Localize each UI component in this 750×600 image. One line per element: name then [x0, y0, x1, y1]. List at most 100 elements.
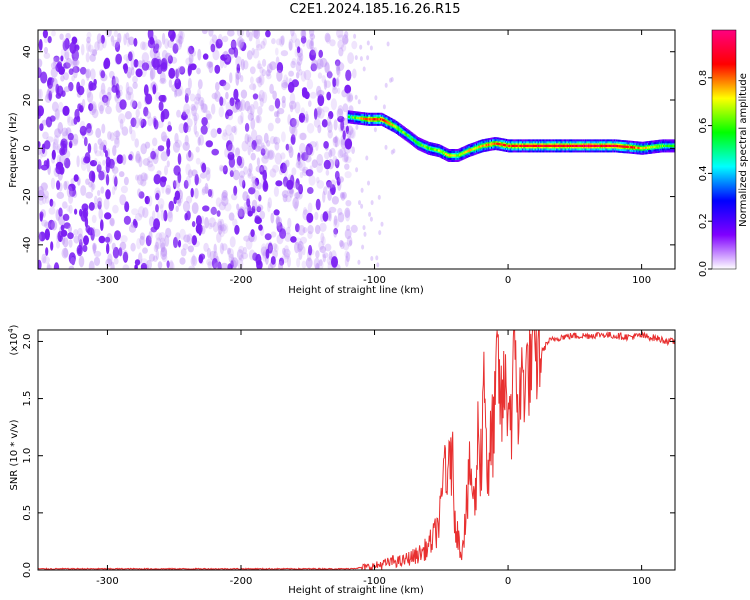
heatmap-noise-blob [163, 209, 168, 222]
heatmap-noise-blob [250, 152, 256, 161]
heatmap-noise-blob [255, 77, 262, 84]
heatmap-noise-blob [60, 75, 65, 82]
heatmap-noise-blob [217, 33, 223, 45]
heatmap-noise-blob [225, 91, 229, 100]
heatmap-noise-blob [316, 163, 324, 174]
heatmap-noise-blob [101, 123, 106, 134]
heatmap-ridge-cell [579, 144, 582, 147]
heatmap-noise-blob [298, 184, 303, 193]
heatmap-ridge-cell [362, 117, 365, 120]
heatmap-noise-blob [291, 118, 300, 128]
heatmap-noise-blob [275, 216, 282, 226]
heatmap-noise-blob [67, 232, 74, 240]
heatmap-noise-blob [247, 172, 254, 179]
heatmap-noise-blob [361, 244, 365, 250]
heatmap-noise-blob [54, 108, 60, 119]
heatmap-noise-blob [194, 173, 199, 186]
heatmap-noise-blob [213, 243, 217, 254]
heatmap-noise-blob [71, 36, 78, 45]
heatmap-noise-blob [147, 164, 155, 172]
heatmap-noise-blob [38, 88, 43, 100]
heatmap-noise-blob [191, 169, 198, 177]
heatmap-noise-blob [62, 213, 70, 221]
heatmap-noise-blob [205, 140, 213, 148]
heatmap-noise-blob [109, 132, 115, 142]
heatmap-noise-blob [229, 170, 234, 178]
heatmap-ridge-cell [512, 144, 514, 147]
heatmap-noise-blob [73, 116, 78, 125]
heatmap-noise-blob [300, 107, 305, 116]
heatmap-noise-blob [182, 141, 190, 151]
heatmap-ridge-cell [613, 144, 616, 147]
heatmap-noise-blob [328, 206, 337, 213]
heatmap-noise-blob [250, 129, 258, 142]
heatmap-ridge-cell [629, 146, 632, 149]
heatmap-noise-blob [316, 176, 320, 184]
heatmap-noise-blob [178, 123, 185, 134]
heatmap-noise-blob [344, 228, 352, 240]
heatmap-ridge-cell [378, 118, 381, 121]
heatmap-noise-blob [53, 135, 59, 146]
heatmap-noise-blob [105, 189, 111, 200]
heatmap-noise-blob [300, 30, 306, 38]
heatmap-noise-blob [77, 227, 83, 238]
heatmap-noise-blob [175, 34, 182, 43]
heatmap-noise-blob [114, 137, 120, 149]
heatmap-ridge-cell [569, 144, 571, 147]
heatmap-ridge-cell [573, 144, 575, 147]
heatmap-noise-blob [282, 247, 286, 256]
heatmap-ridge-cell [492, 142, 494, 145]
heatmap-noise-blob [38, 58, 43, 68]
heatmap-ridge-cell [432, 148, 434, 151]
spectrogram-x-tick-label: -200 [230, 275, 253, 286]
heatmap-noise-blob [330, 179, 337, 188]
heatmap-noise-blob [309, 91, 317, 99]
heatmap-ridge-cell [392, 124, 395, 127]
heatmap-noise-blob [263, 132, 269, 144]
heatmap-noise-blob [169, 259, 174, 269]
heatmap-ridge-cell [501, 143, 504, 146]
heatmap-noise-blob [345, 125, 349, 135]
snr-y-tick-label: 0.5 [22, 505, 33, 521]
heatmap-noise-blob [295, 223, 300, 233]
heatmap-noise-blob [177, 35, 184, 45]
heatmap-noise-blob [340, 119, 345, 131]
heatmap-noise-blob [346, 130, 352, 138]
heatmap-noise-blob [306, 123, 315, 134]
heatmap-noise-blob [382, 104, 386, 110]
heatmap-ridge-cell [380, 118, 383, 121]
heatmap-noise-blob [134, 259, 141, 266]
heatmap-noise-blob [93, 256, 101, 266]
heatmap-ridge-cell [423, 145, 426, 148]
heatmap-ridge-cell [626, 145, 629, 148]
heatmap-ridge-cell [397, 127, 399, 130]
heatmap-noise-blob [40, 182, 48, 191]
heatmap-noise-blob [78, 255, 85, 268]
heatmap-noise-blob [266, 140, 271, 147]
heatmap-noise-blob [223, 50, 229, 59]
heatmap-noise-blob [184, 93, 189, 104]
heatmap-noise-blob [274, 111, 279, 118]
snr-y-tick-label: 1.0 [22, 448, 33, 464]
heatmap-noise-blob [97, 39, 104, 51]
heatmap-noise-blob [354, 94, 358, 100]
heatmap-noise-blob [310, 38, 314, 47]
heatmap-noise-blob [219, 79, 227, 87]
heatmap-ridge-cell [404, 132, 406, 135]
heatmap-noise-blob [153, 119, 159, 130]
heatmap-noise-blob [38, 231, 46, 242]
heatmap-noise-blob [270, 212, 275, 224]
colorbar-tick-label: 0.6 [698, 118, 709, 134]
spectrogram-y-axis-label: Frequency (Hz) [8, 112, 19, 188]
heatmap-ridge-cell [543, 144, 545, 147]
heatmap-noise-blob [130, 58, 135, 71]
heatmap-ridge-cell [634, 146, 636, 149]
heatmap-ridge-cell [494, 142, 496, 145]
heatmap-noise-blob [190, 187, 194, 198]
heatmap-ridge-cell [478, 145, 480, 149]
heatmap-noise-blob [260, 243, 267, 255]
heatmap-noise-blob [246, 50, 253, 60]
heatmap-noise-blob [332, 87, 338, 94]
heatmap-noise-blob [304, 154, 312, 163]
